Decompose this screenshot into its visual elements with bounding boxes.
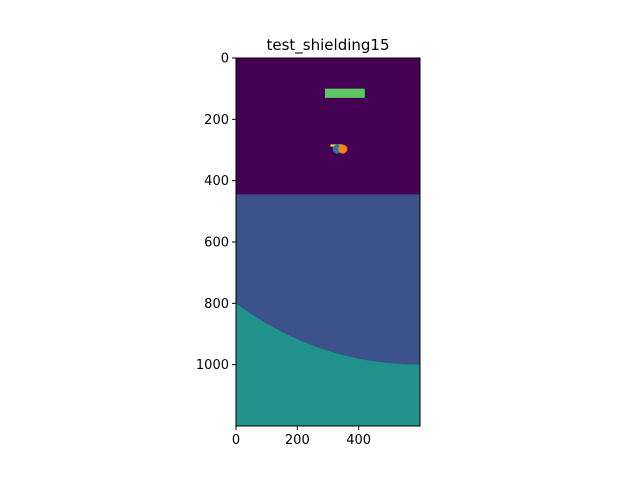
plot-area: [235, 57, 421, 427]
region-deep: [236, 303, 420, 426]
region-background: [236, 58, 420, 195]
y-tick-label: 600: [204, 236, 229, 251]
y-axis: 0 200 400 600 800 1000: [196, 52, 236, 373]
block-rectangle: [324, 88, 365, 98]
x-tick-label: 200: [285, 433, 310, 448]
y-tick-label: 1000: [196, 358, 229, 373]
x-axis: 0 200 400: [232, 426, 371, 448]
y-tick-label: 400: [204, 174, 229, 189]
x-tick-label: 0: [232, 433, 240, 448]
y-tick-label: 800: [204, 297, 229, 312]
y-tick-label: 0: [221, 52, 229, 67]
x-tick-label: 400: [346, 433, 371, 448]
orange-point-marker: [338, 144, 348, 154]
y-tick-label: 200: [204, 113, 229, 128]
chart-title: test_shielding15: [267, 36, 390, 55]
